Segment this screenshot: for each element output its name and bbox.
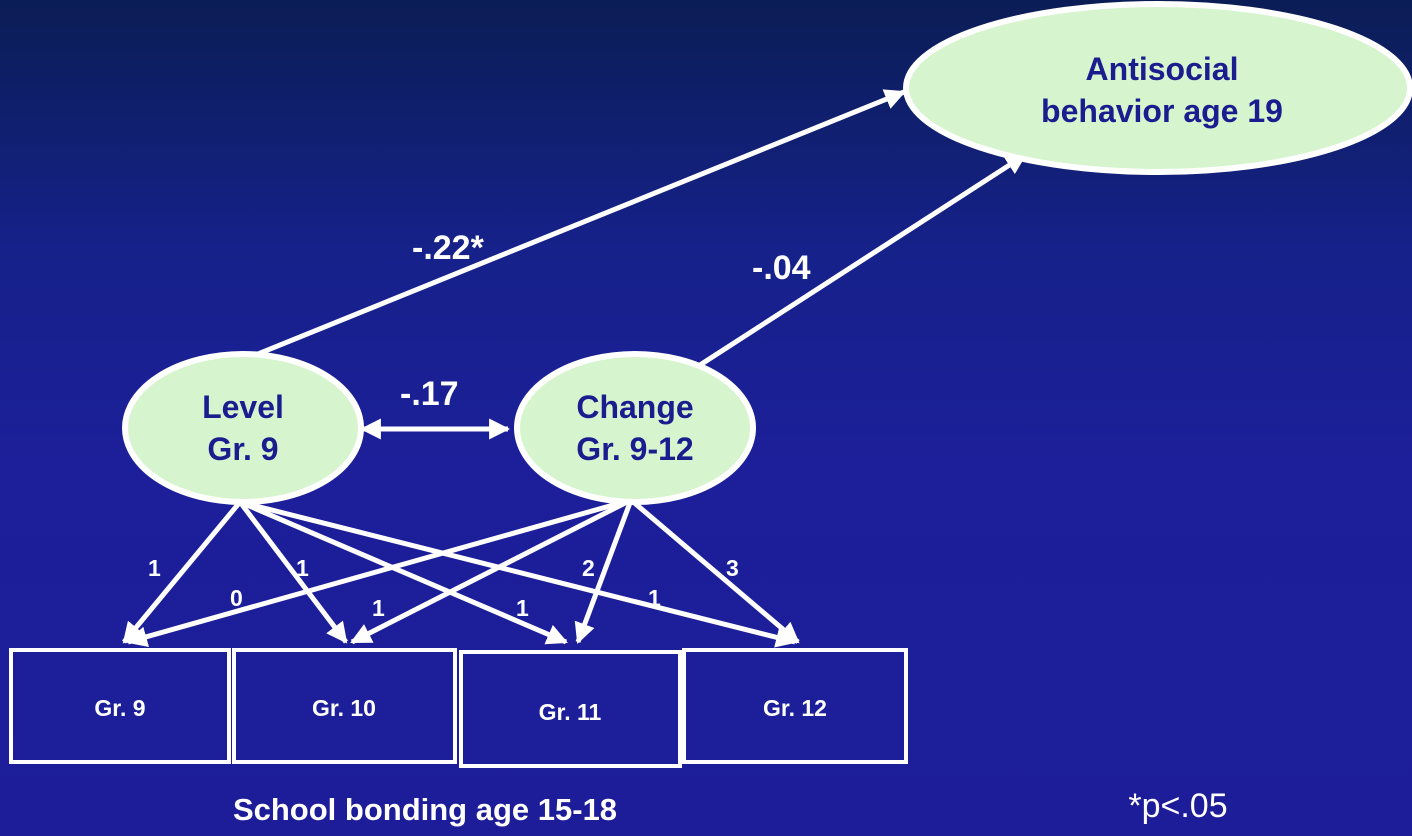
change-to-outcome-arrow xyxy=(698,152,1027,368)
level-loading-gr9-arrow xyxy=(122,500,242,644)
gr12-box xyxy=(682,648,908,764)
level-loading-gr11-arrow xyxy=(239,499,568,645)
outcome-label-line1: Antisocial xyxy=(1086,51,1239,87)
change-label-line1: Change xyxy=(576,389,693,425)
gr10-label: Gr. 10 xyxy=(312,695,376,721)
change-loading-gr11-arrow xyxy=(574,499,634,644)
significance-note: *p<.05 xyxy=(1128,787,1227,825)
level-loading-gr11: 1 xyxy=(516,595,529,621)
level-label-line2: Gr. 9 xyxy=(207,431,278,467)
level-loading-gr12: 1 xyxy=(648,585,661,611)
level-node xyxy=(122,351,364,505)
level-loading-gr12-arrow xyxy=(239,499,798,648)
gr12-label: Gr. 12 xyxy=(763,695,827,721)
indicator-caption: School bonding age 15-18 xyxy=(233,792,617,827)
change-loading-gr10: 1 xyxy=(372,595,385,621)
level-loading-gr9: 1 xyxy=(148,555,161,581)
change-loading-gr12: 3 xyxy=(726,555,739,581)
gr10-box xyxy=(232,648,457,764)
gr11-label: Gr. 11 xyxy=(539,699,602,725)
change-node xyxy=(514,351,756,505)
covariance-coefficient: -.17 xyxy=(400,375,459,413)
level-loading-gr10: 1 xyxy=(296,555,309,581)
change-loading-gr10-arrow xyxy=(350,497,633,645)
level-label-line1: Level xyxy=(202,389,284,425)
gr9-box xyxy=(9,648,231,764)
change-loading-gr12-arrow xyxy=(629,498,800,644)
level-to-outcome-coefficient: -.22* xyxy=(412,229,485,267)
change-loading-gr11: 2 xyxy=(582,555,595,581)
change-loading-gr9: 0 xyxy=(230,585,243,611)
change-to-outcome-coefficient: -.04 xyxy=(752,249,811,287)
gr11-box xyxy=(459,650,682,768)
outcome-node xyxy=(903,1,1412,175)
outcome-label-line2: behavior age 19 xyxy=(1041,93,1283,129)
change-loading-gr9-arrow xyxy=(125,497,632,647)
gr9-label: Gr. 9 xyxy=(94,695,145,721)
level-loading-gr10-arrow xyxy=(238,500,348,644)
level-to-outcome-arrow xyxy=(247,89,906,361)
change-label-line2: Gr. 9-12 xyxy=(576,431,693,467)
